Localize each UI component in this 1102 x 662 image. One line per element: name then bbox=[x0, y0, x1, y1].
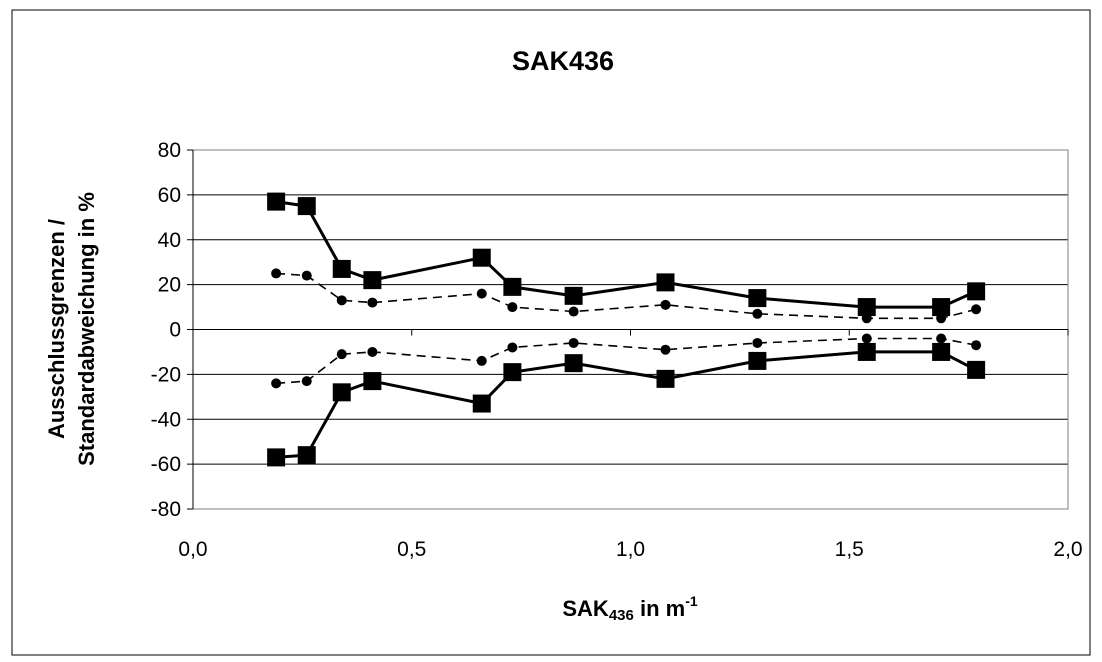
data-series bbox=[267, 192, 986, 467]
y-axis-label-line1: Ausschlussgrenzen / bbox=[44, 219, 69, 439]
y-tick-label: 0 bbox=[169, 319, 181, 342]
data-point-square bbox=[932, 342, 951, 361]
y-axis-label-line2: Standardabweichung in % bbox=[74, 192, 99, 466]
data-point-square bbox=[472, 394, 491, 413]
data-point-square bbox=[267, 448, 286, 467]
x-axis-label-main: SAK bbox=[562, 596, 609, 621]
x-tick-label: 2,0 bbox=[1053, 538, 1082, 561]
data-point-dot bbox=[861, 313, 872, 324]
x-tick-label: 0,5 bbox=[397, 538, 426, 561]
data-point-dot bbox=[568, 337, 579, 348]
data-point-square bbox=[332, 259, 351, 278]
data-point-square bbox=[472, 248, 491, 267]
data-point-square bbox=[332, 383, 351, 402]
data-point-square bbox=[297, 446, 316, 465]
data-point-square bbox=[267, 192, 286, 211]
data-point-dot bbox=[971, 304, 982, 315]
data-point-dot bbox=[660, 299, 671, 310]
data-point-square bbox=[967, 282, 986, 301]
chart-border bbox=[11, 9, 1091, 656]
data-point-square bbox=[503, 363, 522, 382]
y-tick-labels: 80 60 40 20 0 -20 -40 -60 -80 bbox=[151, 139, 181, 521]
series-line bbox=[276, 272, 977, 320]
x-axis-label-superscript: -1 bbox=[685, 593, 698, 609]
data-point-square bbox=[656, 273, 675, 292]
series-2 bbox=[271, 333, 982, 389]
data-point-square bbox=[857, 342, 876, 361]
data-point-square bbox=[932, 298, 951, 317]
x-axis-label: SAK436 in m-1 bbox=[562, 593, 697, 624]
data-point-square bbox=[363, 271, 382, 290]
y-tick-label: 20 bbox=[158, 274, 181, 297]
data-point-square bbox=[857, 298, 876, 317]
y-tick-label: -40 bbox=[151, 408, 181, 431]
data-point-dot bbox=[660, 344, 671, 355]
data-point-square bbox=[503, 277, 522, 296]
y-tick-label: 40 bbox=[158, 229, 181, 252]
data-point-dot bbox=[367, 346, 378, 357]
data-point-square bbox=[363, 372, 382, 391]
data-point-dot bbox=[752, 337, 763, 348]
data-point-dot bbox=[568, 306, 579, 317]
data-point-dot bbox=[271, 268, 282, 279]
y-tick-label: -80 bbox=[151, 498, 181, 521]
data-point-square bbox=[748, 351, 767, 370]
x-tick-label: 1,0 bbox=[616, 538, 645, 561]
data-point-dot bbox=[752, 308, 763, 319]
series-line bbox=[276, 337, 977, 385]
data-point-dot bbox=[336, 349, 347, 360]
chart-title: SAK436 bbox=[512, 46, 614, 76]
y-tick-label: 80 bbox=[158, 139, 181, 162]
series-1 bbox=[271, 268, 982, 324]
y-tick-label: 60 bbox=[158, 184, 181, 207]
data-point-dot bbox=[507, 342, 518, 353]
data-point-dot bbox=[476, 288, 487, 299]
data-point-square bbox=[967, 360, 986, 379]
grid-lines bbox=[193, 194, 1068, 465]
x-tick-label: 0,0 bbox=[178, 538, 207, 561]
data-point-dot bbox=[301, 270, 312, 281]
data-point-dot bbox=[301, 376, 312, 387]
data-point-square bbox=[656, 369, 675, 388]
data-point-square bbox=[748, 289, 767, 308]
y-tick-label: -20 bbox=[151, 363, 181, 386]
data-point-dot bbox=[271, 378, 282, 389]
data-point-dot bbox=[367, 297, 378, 308]
data-point-square bbox=[564, 354, 583, 373]
series-0 bbox=[267, 192, 986, 317]
x-axis-label-rest: in m bbox=[634, 596, 685, 621]
data-point-dot bbox=[936, 333, 947, 344]
x-axis-label-subscript: 436 bbox=[609, 607, 634, 624]
x-tick-labels: 0,0 0,5 1,0 1,5 2,0 bbox=[178, 538, 1082, 561]
series-line bbox=[275, 200, 977, 309]
series-3 bbox=[267, 342, 986, 467]
series-line bbox=[275, 350, 977, 459]
data-point-dot bbox=[476, 355, 487, 366]
data-point-dot bbox=[861, 333, 872, 344]
data-point-dot bbox=[971, 340, 982, 351]
data-point-dot bbox=[507, 302, 518, 313]
y-tick-label: -60 bbox=[151, 453, 181, 476]
data-point-dot bbox=[936, 313, 947, 324]
data-point-square bbox=[564, 286, 583, 305]
data-point-dot bbox=[336, 295, 347, 306]
data-point-square bbox=[297, 197, 316, 216]
axes bbox=[187, 149, 1069, 510]
x-tick-label: 1,5 bbox=[835, 538, 864, 561]
